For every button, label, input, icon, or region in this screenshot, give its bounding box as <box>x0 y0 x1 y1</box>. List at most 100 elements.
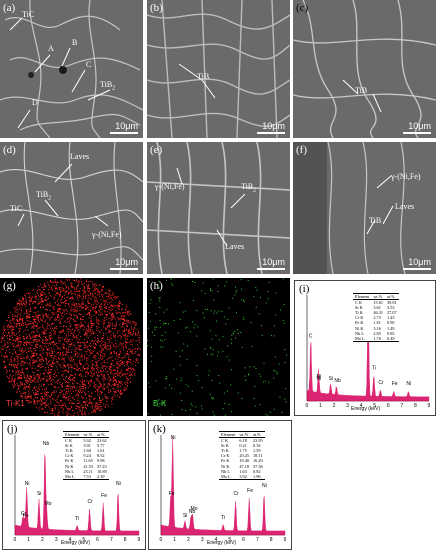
x-tick-label: 5 <box>373 403 376 409</box>
x-tick-label: 2 <box>187 537 190 543</box>
table-row: Cr K 20.25 18.11 <box>221 453 263 459</box>
peak-label: Cr <box>88 499 94 505</box>
table-header: Element <box>219 431 238 439</box>
x-axis-label: Energy (keV) <box>207 540 237 546</box>
table-header: wt.% <box>237 431 251 439</box>
peak-label: Fe <box>247 488 253 494</box>
composition-table: Element wt.% at.% C K 15.61 39.81 Si K 3.61 3.53… <box>353 293 399 342</box>
scale-bar: 10μm <box>110 121 138 134</box>
annotation-tic: TiC <box>10 204 23 213</box>
table-row: Fe K 11.65 9.98 <box>65 458 105 464</box>
x-tick-label: 4 <box>360 403 363 409</box>
eds-spectrum-i: (i) 0123456789CNiSiNiNbTiCrTiFeNi Elemen… <box>294 280 436 416</box>
x-tick-label: 5 <box>82 537 85 543</box>
x-tick-label: 1 <box>27 537 30 543</box>
table-row: Ti K 1.75 1.59 <box>221 448 261 454</box>
panel-label: (i) <box>299 283 310 295</box>
peak-label: Nb <box>334 378 341 384</box>
eds-map-ti: (g) Ti-K1 <box>0 278 143 416</box>
table-row: Ti K 1.60 1.61 <box>65 448 105 454</box>
eds-spectrum-k: (k) 0 1 2 3 4 5 6 7 8 9 Ni Fe Si Mo Nb Ti Cr Fe Ni Element… <box>148 420 292 550</box>
panel-label: (k) <box>153 423 166 435</box>
peak-label: Ni <box>116 481 121 487</box>
x-tick-label: 4 <box>69 537 72 543</box>
annotation-a: A <box>48 44 54 53</box>
peak-label: Si <box>329 376 333 382</box>
map-element-label: Ti-K1 <box>6 399 25 408</box>
peak-label: Ti <box>221 515 225 521</box>
annotation-d: D <box>32 98 38 107</box>
spectrum-trace <box>160 436 286 536</box>
peak-label: Cr <box>234 491 240 497</box>
peak-label: Mo <box>45 501 52 507</box>
x-axis-label: Energy (keV) <box>351 406 381 412</box>
x-tick-label: 1 <box>319 403 322 409</box>
scale-bar: 10μm <box>257 257 285 270</box>
peak-label: Ti <box>75 516 79 522</box>
panel-label: (f) <box>296 144 307 156</box>
x-tick-label: 5 <box>228 537 231 543</box>
x-tick-label: 0 <box>160 537 163 543</box>
peak-label: Ni <box>171 435 176 441</box>
panel-label: (j) <box>7 423 18 435</box>
table-row: C K 6.18 23.95 <box>221 438 263 444</box>
sem-panel-f: (f) γ-(Ni,Fe) TiB Laves 10μm <box>293 142 436 274</box>
table-row: C K 15.61 39.81 <box>355 300 397 306</box>
composition-table: Element wt.% at.% C K 5.92 23.62 Si K 3.91 5.77 T… <box>63 431 109 480</box>
panel-label: (a) <box>3 2 16 14</box>
table-row: Mo L 3.92 1.96 <box>221 473 261 479</box>
scale-bar: 10μm <box>403 257 431 270</box>
peak-label: Ni <box>317 374 322 380</box>
microstructure-texture <box>293 142 406 274</box>
table-header: at.% <box>251 431 265 439</box>
microstructure-texture <box>0 0 143 138</box>
x-tick-label: 6 <box>387 403 390 409</box>
microstructure-texture <box>0 142 143 274</box>
x-tick-label: 2 <box>41 537 44 543</box>
x-tick-label: 7 <box>110 537 113 543</box>
panel-label: (d) <box>3 144 16 156</box>
table-header: at.% <box>95 431 109 439</box>
table-row: Si K 0.21 0.34 <box>221 443 261 449</box>
peak-label: Ti <box>372 365 376 371</box>
sem-panel-b: (b) TiB 10μm <box>147 0 290 138</box>
x-tick-label: 3 <box>346 403 349 409</box>
sem-panel-d: (d) Laves TiB2 TiC γ-(Ni,Fe) 10μm <box>0 142 143 274</box>
scale-bar: 10μm <box>403 121 431 134</box>
annotation-tic: TiC <box>22 10 35 19</box>
peak-label: C <box>309 334 313 340</box>
x-tick-label: 1 <box>173 537 176 543</box>
x-tick-label: 7 <box>256 537 259 543</box>
table-row: Si K 3.61 3.53 <box>355 305 395 311</box>
table-header: Element <box>63 431 82 439</box>
peak-label: Ni <box>262 483 267 489</box>
x-axis-label: Energy (keV) <box>61 540 91 546</box>
peak-label: Ni <box>317 376 322 382</box>
microstructure-texture <box>293 0 436 138</box>
annotation-laves: Laves <box>395 202 415 211</box>
peak-label: Fe <box>392 381 398 387</box>
table-row: Ni K 41.53 37.23 <box>65 463 107 469</box>
peak-label: Fe <box>23 513 29 519</box>
table-header: Element <box>353 293 372 301</box>
x-tick-label: 0 <box>306 403 309 409</box>
x-tick-label: 2 <box>333 403 336 409</box>
annotation-laves: Laves <box>70 152 90 161</box>
ti-dot-map <box>0 278 141 416</box>
composition-table: Element wt.% at.% C K 6.18 23.95 Si K 0.21 0.34 T… <box>219 431 265 480</box>
x-tick-label: 9 <box>428 403 431 409</box>
annotation-tib: TiB <box>369 216 382 225</box>
peak-label: Fe <box>101 493 107 499</box>
annotation-gamma: γ-(Ni,Fe) <box>155 182 185 191</box>
annotation-tib: TiB <box>355 86 368 95</box>
table-row: Mo L 7.53 2.39 <box>65 473 105 479</box>
table-row: Cr K 9.24 8.52 <box>65 453 105 459</box>
panel-label: (h) <box>150 280 163 292</box>
peak-label: Cr <box>21 511 27 517</box>
table-row: Si K 3.91 5.77 <box>65 443 105 449</box>
peak-label: Nb <box>43 441 50 447</box>
peak-label: Mo <box>191 506 198 512</box>
sem-panel-e: (e) γ-(Ni,Fe) TiB2 Laves 10μm <box>147 142 290 274</box>
x-tick-label: 7 <box>400 403 403 409</box>
